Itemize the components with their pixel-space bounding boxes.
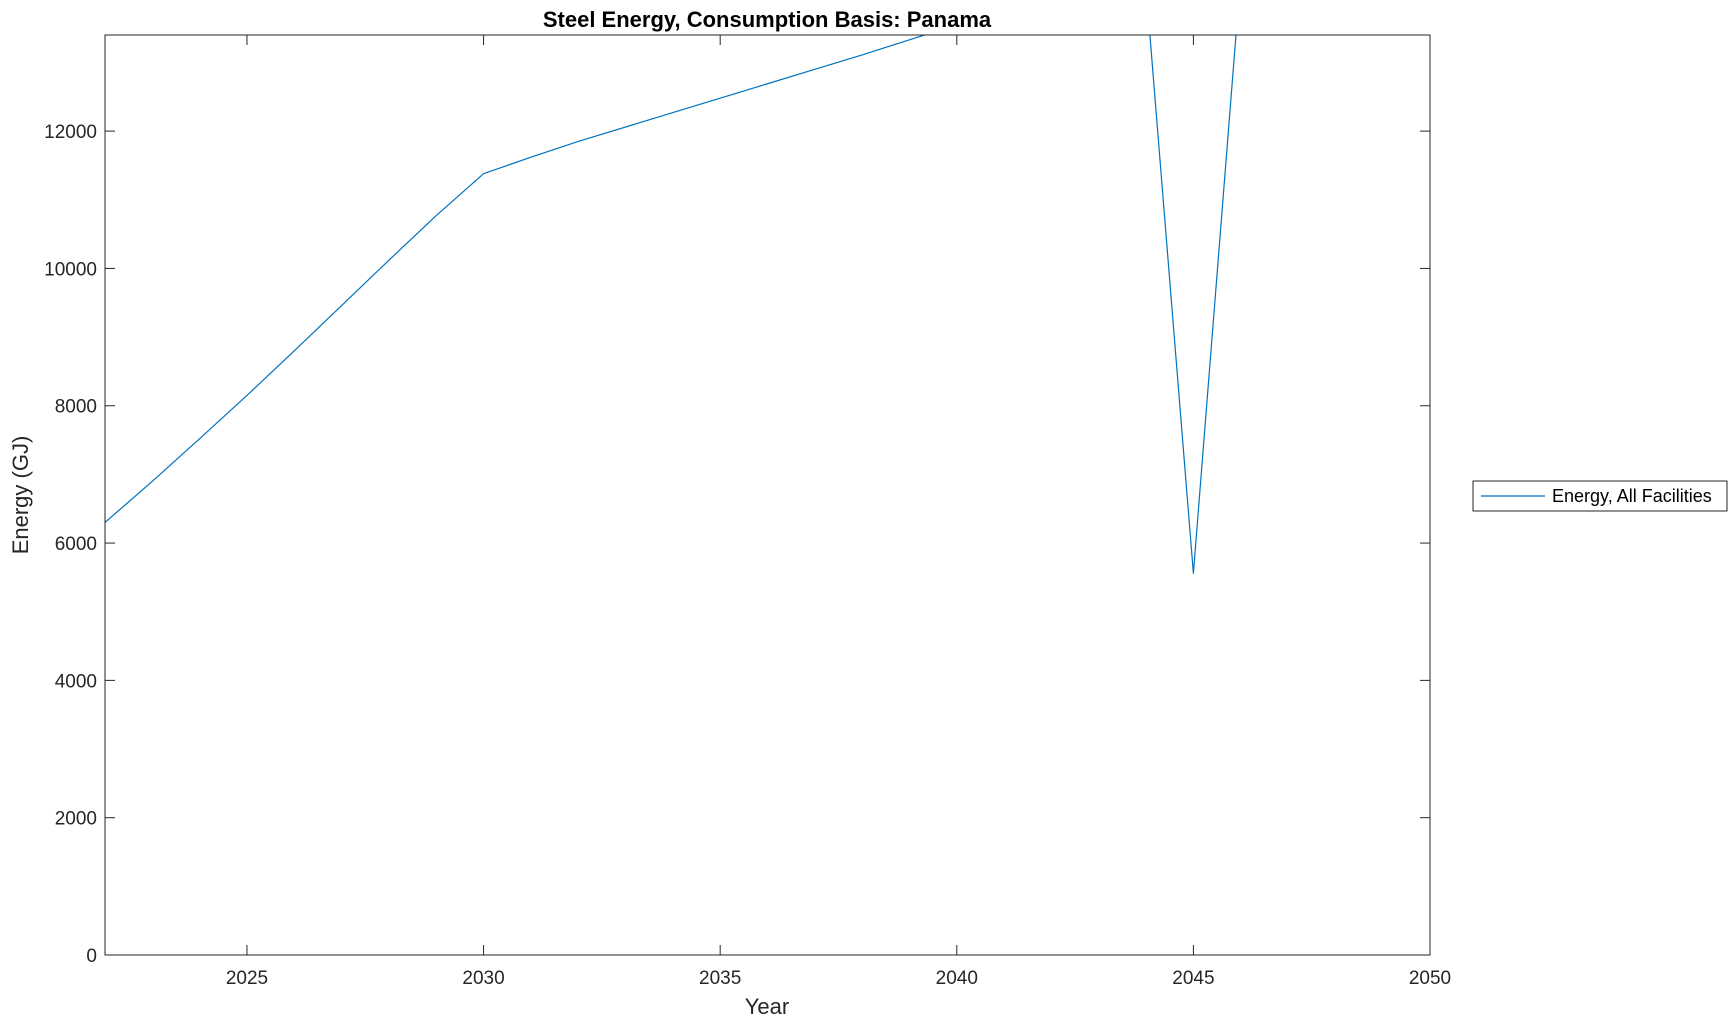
series-line-0 bbox=[105, 35, 1237, 574]
x-tick-label: 2040 bbox=[936, 968, 978, 989]
x-tick-label: 2045 bbox=[1172, 968, 1214, 989]
y-axis: 0 2000 4000 6000 8000 10000 12000 bbox=[44, 122, 1430, 967]
x-axis: 2025 2030 2035 2040 2045 2050 bbox=[226, 35, 1451, 989]
chart-title: Steel Energy, Consumption Basis: Panama bbox=[543, 7, 992, 32]
y-tick-label: 6000 bbox=[55, 534, 97, 555]
plot-area bbox=[105, 35, 1430, 955]
x-tick-label: 2030 bbox=[462, 968, 504, 989]
y-tick-label: 12000 bbox=[44, 122, 97, 143]
y-tick-label: 4000 bbox=[55, 671, 97, 692]
legend: Energy, All Facilities bbox=[1472, 480, 1728, 512]
x-tick-label: 2035 bbox=[699, 968, 741, 989]
y-tick-label: 0 bbox=[86, 946, 97, 967]
x-axis-label: Year bbox=[745, 994, 789, 1019]
y-tick-label: 2000 bbox=[55, 809, 97, 830]
axes-box bbox=[104, 34, 1431, 956]
legend-entry-label: Energy, All Facilities bbox=[1552, 486, 1712, 506]
y-tick-label: 10000 bbox=[44, 259, 97, 280]
series-layer bbox=[105, 35, 1237, 574]
x-tick-label: 2025 bbox=[226, 968, 268, 989]
y-axis-label: Energy (GJ) bbox=[8, 436, 33, 555]
x-tick-label: 2050 bbox=[1409, 968, 1451, 989]
y-tick-label: 8000 bbox=[55, 397, 97, 418]
